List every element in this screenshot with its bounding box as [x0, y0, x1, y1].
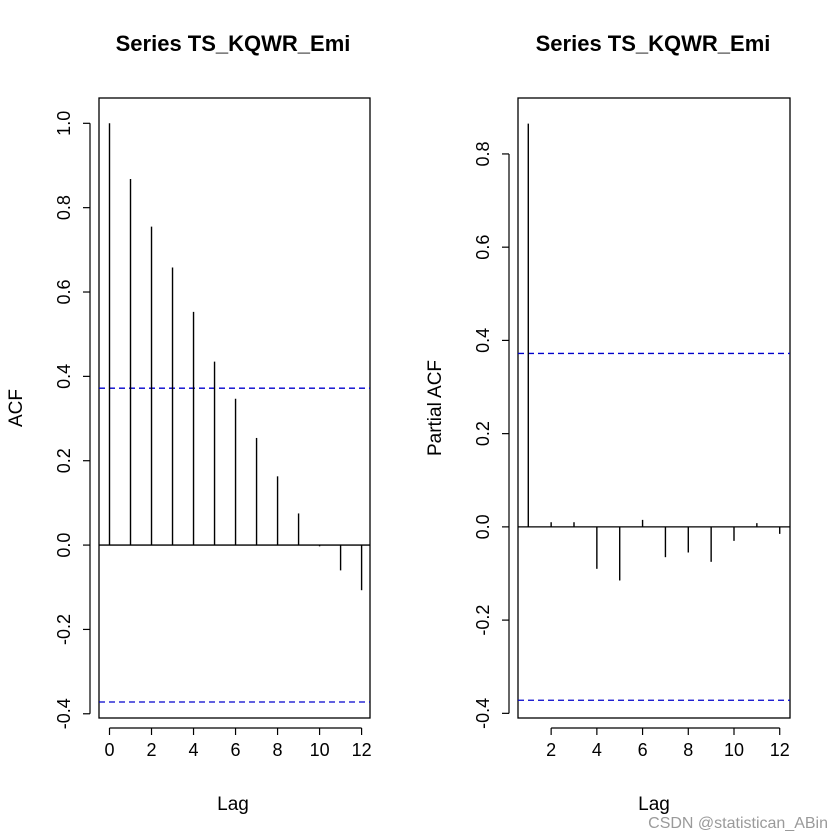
pacf-x-tick-label: 6: [638, 740, 648, 760]
pacf-y-tick-label: 0.0: [473, 514, 493, 539]
acf-panel: Series TS_KQWR_Emi ACF Lag 0 2 4 6 8 10 12 -0.4…: [6, 31, 372, 815]
acf-y-tick-label: 0.4: [54, 364, 74, 389]
acf-plot-frame: [98, 97, 371, 719]
acf-x-tick-label: 0: [104, 740, 114, 760]
watermark: CSDN @statistican_ABin: [648, 815, 828, 832]
pacf-plot-frame: [517, 97, 791, 719]
pacf-y-tick-label: -0.4: [473, 698, 493, 729]
pacf-title: Series TS_KQWR_Emi: [536, 31, 771, 56]
acf-y-tick-label: 0.6: [54, 279, 74, 304]
pacf-y-axis-label: Partial ACF: [425, 360, 446, 456]
pacf-y-tick-label: 0.6: [473, 235, 493, 260]
pacf-panel: Series TS_KQWR_Emi Partial ACF Lag 2 4 6 8 1…: [425, 31, 791, 815]
pacf-y-tick-label: 0.2: [473, 421, 493, 446]
pacf-x-tick-label: 2: [546, 740, 556, 760]
acf-x-tick-label: 6: [231, 740, 241, 760]
acf-title: Series TS_KQWR_Emi: [116, 31, 351, 56]
acf-x-tick-label: 10: [310, 740, 330, 760]
pacf-y-tick-label: 0.4: [473, 328, 493, 353]
pacf-x-tick-label: 4: [592, 740, 602, 760]
acf-y-axis-label: ACF: [6, 389, 27, 427]
acf-x-tick-label: 4: [189, 740, 199, 760]
acf-y-tick-label: 1.0: [54, 111, 74, 136]
acf-y-tick-label: -0.4: [54, 698, 74, 729]
acf-y-tick-label: 0.2: [54, 448, 74, 473]
pacf-y-tick-label: 0.8: [473, 141, 493, 166]
acf-x-tick-label: 8: [273, 740, 283, 760]
acf-y-tick-label: 0.0: [54, 533, 74, 558]
acf-x-tick-label: 12: [352, 740, 372, 760]
acf-x-tick-label: 2: [147, 740, 157, 760]
acf-y-tick-label: 0.8: [54, 195, 74, 220]
acf-y-tick-label: -0.2: [54, 614, 74, 645]
pacf-x-tick-label: 8: [683, 740, 693, 760]
pacf-x-tick-label: 12: [770, 740, 790, 760]
pacf-y-tick-label: -0.2: [473, 605, 493, 636]
acf-x-axis-label: Lag: [217, 794, 249, 815]
pacf-x-axis-label: Lag: [638, 794, 670, 815]
pacf-x-tick-label: 10: [724, 740, 744, 760]
